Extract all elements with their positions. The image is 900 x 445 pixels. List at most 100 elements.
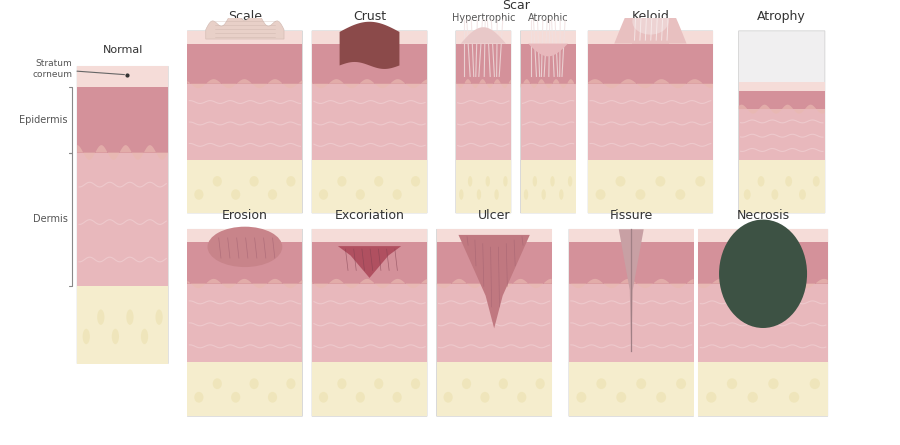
Text: Dermis: Dermis [32, 214, 68, 224]
Ellipse shape [249, 378, 258, 389]
FancyBboxPatch shape [455, 31, 511, 213]
Ellipse shape [596, 189, 606, 200]
Text: Erosion: Erosion [222, 209, 268, 222]
Polygon shape [520, 79, 576, 88]
Ellipse shape [212, 176, 222, 186]
Bar [455, 84, 511, 160]
Ellipse shape [568, 176, 572, 186]
Bar [187, 44, 302, 84]
Ellipse shape [286, 378, 295, 389]
Bar [569, 362, 694, 416]
Text: Ulcer: Ulcer [478, 209, 510, 222]
Ellipse shape [813, 176, 820, 186]
Ellipse shape [696, 176, 706, 186]
Ellipse shape [810, 378, 820, 389]
Bar [436, 362, 552, 416]
Ellipse shape [374, 378, 383, 389]
Bar [187, 362, 302, 416]
Ellipse shape [319, 392, 328, 403]
FancyBboxPatch shape [569, 229, 694, 416]
Ellipse shape [319, 189, 328, 200]
Ellipse shape [518, 392, 526, 403]
Bar [436, 229, 552, 243]
Polygon shape [615, 0, 687, 44]
Ellipse shape [126, 309, 133, 325]
Bar [187, 31, 302, 44]
Ellipse shape [771, 189, 778, 200]
Ellipse shape [706, 392, 716, 403]
FancyBboxPatch shape [77, 66, 168, 364]
Ellipse shape [338, 176, 346, 186]
Ellipse shape [477, 189, 482, 200]
FancyBboxPatch shape [312, 229, 427, 416]
Bar [77, 286, 168, 364]
Bar [698, 283, 828, 362]
Bar [312, 31, 427, 44]
Polygon shape [339, 22, 400, 69]
Bar [77, 66, 168, 87]
Bar [77, 153, 168, 286]
FancyBboxPatch shape [739, 31, 825, 213]
Polygon shape [206, 12, 284, 39]
Bar [520, 84, 576, 160]
Text: Stratum
corneum: Stratum corneum [32, 59, 72, 79]
Ellipse shape [559, 189, 563, 200]
Bar [455, 31, 511, 44]
Ellipse shape [411, 176, 420, 186]
Ellipse shape [494, 189, 499, 200]
Ellipse shape [597, 378, 607, 389]
Ellipse shape [444, 392, 453, 403]
Bar [520, 31, 576, 44]
Polygon shape [588, 79, 713, 88]
Bar [569, 243, 694, 283]
Bar [739, 160, 825, 213]
Polygon shape [619, 229, 644, 351]
Polygon shape [77, 145, 168, 160]
Bar [312, 44, 427, 84]
Ellipse shape [212, 378, 222, 389]
Ellipse shape [481, 392, 490, 403]
Ellipse shape [392, 189, 401, 200]
Bar [588, 44, 713, 84]
Ellipse shape [356, 189, 364, 200]
Polygon shape [312, 279, 427, 288]
Ellipse shape [656, 392, 666, 403]
Bar [187, 160, 302, 213]
Bar [436, 243, 552, 283]
Bar [187, 229, 302, 243]
Bar [739, 82, 825, 91]
Polygon shape [528, 44, 568, 57]
Ellipse shape [536, 378, 544, 389]
Ellipse shape [156, 309, 163, 325]
Bar [698, 229, 828, 243]
Bar [569, 283, 694, 362]
Text: Epidermis: Epidermis [19, 115, 68, 125]
Ellipse shape [231, 189, 240, 200]
Polygon shape [187, 79, 302, 88]
Polygon shape [458, 235, 530, 328]
Ellipse shape [533, 176, 537, 186]
Bar [588, 84, 713, 160]
Ellipse shape [356, 392, 364, 403]
Polygon shape [698, 279, 828, 288]
Ellipse shape [208, 227, 283, 267]
Bar [588, 160, 713, 213]
Ellipse shape [486, 176, 490, 186]
Ellipse shape [112, 329, 119, 344]
Bar [187, 84, 302, 160]
FancyBboxPatch shape [698, 229, 828, 416]
Text: Crust: Crust [353, 10, 386, 23]
Ellipse shape [748, 392, 758, 403]
Bar [77, 87, 168, 153]
Bar [312, 362, 427, 416]
Bar [520, 44, 576, 84]
Bar [698, 243, 828, 283]
Ellipse shape [633, 8, 669, 35]
FancyBboxPatch shape [187, 31, 302, 213]
Polygon shape [455, 79, 511, 88]
Text: Fissure: Fissure [609, 209, 652, 222]
Ellipse shape [268, 189, 277, 200]
Bar [187, 283, 302, 362]
Ellipse shape [719, 219, 807, 328]
Polygon shape [187, 279, 302, 288]
